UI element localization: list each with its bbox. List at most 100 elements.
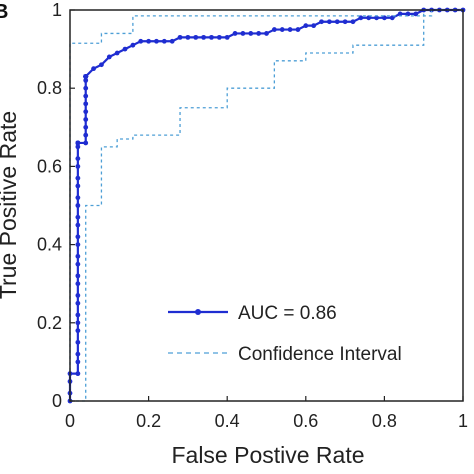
roc-point bbox=[232, 31, 238, 36]
roc-point bbox=[154, 38, 159, 44]
panel-letter: B bbox=[0, 1, 8, 23]
roc-point bbox=[83, 117, 89, 122]
roc-point bbox=[248, 31, 254, 36]
y-tick-label: 0.8 bbox=[37, 78, 62, 98]
roc-point bbox=[303, 23, 309, 29]
roc-point bbox=[122, 46, 128, 52]
roc-point bbox=[83, 74, 89, 79]
legend-label-ci: Confidence Interval bbox=[238, 344, 402, 365]
roc-point bbox=[138, 38, 144, 44]
roc-point bbox=[201, 34, 207, 40]
roc-point bbox=[75, 281, 81, 287]
roc-point bbox=[75, 328, 81, 334]
roc-point bbox=[413, 11, 419, 17]
roc-point bbox=[91, 66, 96, 72]
roc-point bbox=[75, 140, 81, 146]
roc-point bbox=[209, 34, 214, 40]
roc-point bbox=[319, 19, 324, 25]
roc-point bbox=[295, 27, 301, 32]
roc-point bbox=[350, 19, 356, 25]
roc-point bbox=[75, 222, 81, 228]
roc-point bbox=[83, 132, 89, 138]
roc-point bbox=[83, 85, 89, 91]
roc-point bbox=[366, 15, 372, 21]
roc-point bbox=[83, 109, 89, 115]
roc-point bbox=[374, 15, 379, 21]
plot-area bbox=[67, 7, 466, 404]
roc-point bbox=[256, 31, 262, 36]
roc-point bbox=[334, 19, 340, 25]
y-ticks: 0 0.2 0.4 0.6 0.8 1 bbox=[37, 0, 75, 411]
x-axis-title: False Postive Rate bbox=[171, 442, 364, 468]
roc-point bbox=[106, 54, 112, 60]
roc-point bbox=[75, 156, 81, 161]
roc-point bbox=[75, 164, 81, 169]
roc-point bbox=[279, 27, 285, 32]
roc-point bbox=[75, 339, 81, 345]
roc-point bbox=[75, 242, 81, 248]
roc-point bbox=[114, 50, 120, 56]
y-tick-label: 0.2 bbox=[37, 313, 62, 333]
roc-point bbox=[83, 77, 89, 83]
roc-point bbox=[271, 27, 277, 32]
x-tick-label: 0.8 bbox=[372, 411, 397, 431]
roc-point bbox=[75, 261, 81, 267]
y-tick-label: 0 bbox=[52, 391, 62, 411]
roc-point bbox=[99, 62, 104, 68]
roc-point bbox=[311, 23, 317, 29]
roc-point bbox=[397, 11, 403, 17]
x-tick-label: 0.4 bbox=[215, 411, 240, 431]
roc-point bbox=[161, 38, 167, 44]
roc-point bbox=[75, 273, 81, 279]
x-ticks: 0 0.2 0.4 0.6 0.8 1 bbox=[65, 396, 468, 431]
y-tick-label: 0.4 bbox=[37, 235, 62, 255]
roc-point bbox=[75, 144, 81, 150]
roc-point bbox=[75, 312, 81, 318]
x-tick-label: 0 bbox=[65, 411, 75, 431]
roc-point bbox=[83, 124, 89, 130]
legend-label-auc: AUC = 0.86 bbox=[238, 303, 337, 324]
roc-point bbox=[83, 101, 89, 107]
ci-upper-line bbox=[69, 9, 463, 401]
roc-point bbox=[75, 175, 81, 181]
roc-point bbox=[75, 293, 81, 298]
roc-point bbox=[75, 203, 81, 208]
roc-point bbox=[405, 11, 411, 17]
roc-point bbox=[75, 300, 81, 306]
roc-point bbox=[216, 34, 222, 40]
roc-point bbox=[75, 359, 81, 365]
axes-box bbox=[69, 9, 464, 402]
ci-lower-line bbox=[70, 9, 463, 402]
roc-point bbox=[75, 234, 81, 240]
x-tick-label: 1 bbox=[458, 411, 468, 431]
roc-point bbox=[75, 253, 81, 259]
legend-swatch-auc-marker bbox=[195, 309, 201, 315]
roc-point bbox=[342, 19, 348, 25]
roc-point bbox=[83, 93, 89, 99]
roc-point bbox=[224, 34, 230, 40]
roc-point bbox=[75, 214, 81, 220]
roc-point bbox=[83, 140, 89, 146]
roc-point bbox=[130, 42, 136, 48]
roc-point bbox=[326, 19, 332, 25]
legend: AUC = 0.86 Confidence Interval bbox=[168, 303, 402, 365]
roc-point bbox=[75, 183, 81, 189]
roc-point bbox=[169, 38, 175, 44]
roc-point bbox=[264, 31, 269, 36]
roc-point bbox=[75, 195, 81, 201]
roc-point bbox=[382, 15, 387, 21]
roc-point bbox=[240, 31, 246, 36]
roc-point bbox=[75, 351, 81, 357]
roc-point bbox=[177, 34, 183, 40]
roc-point bbox=[358, 15, 364, 21]
y-tick-label: 1 bbox=[52, 0, 62, 20]
x-tick-label: 0.6 bbox=[293, 411, 318, 431]
roc-point bbox=[287, 27, 293, 32]
roc-curve-line bbox=[68, 8, 463, 401]
roc-point bbox=[75, 371, 81, 377]
roc-point bbox=[389, 15, 395, 21]
roc-point bbox=[193, 34, 199, 40]
y-tick-label: 0.6 bbox=[37, 156, 62, 176]
roc-point bbox=[185, 34, 191, 40]
